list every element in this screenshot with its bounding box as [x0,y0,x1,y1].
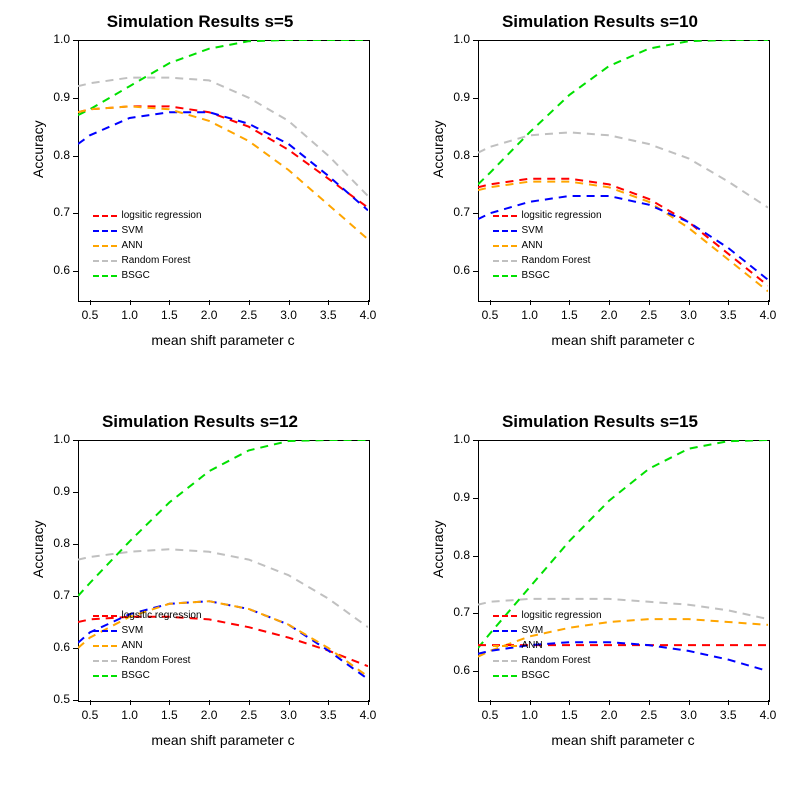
legend-swatch [93,615,117,617]
legend-swatch [93,275,117,277]
series-line [78,112,368,210]
figure-root: Simulation Results s=5Accuracymean shift… [0,0,800,800]
legend: logsitic regressionSVMANNRandom ForestBS… [493,209,602,284]
legend-swatch [93,645,117,647]
legend-label: ANN [122,639,143,653]
series-line [478,40,768,184]
legend-swatch [493,660,517,662]
panel-s5: Simulation Results s=5Accuracymean shift… [20,10,380,370]
legend-item: ANN [493,239,602,253]
legend-swatch [493,645,517,647]
legend-swatch [93,230,117,232]
legend-label: logsitic regression [522,209,602,223]
legend: logsitic regressionSVMANNRandom ForestBS… [493,609,602,684]
legend-item: logsitic regression [93,209,202,223]
legend-label: BSGC [522,269,550,283]
series-svg [420,10,780,370]
panel-s15: Simulation Results s=15Accuracymean shif… [420,410,780,770]
legend-item: logsitic regression [493,609,602,623]
legend-swatch [493,245,517,247]
legend-swatch [93,215,117,217]
legend-swatch [493,630,517,632]
legend-item: Random Forest [93,654,202,668]
legend-item: Random Forest [493,254,602,268]
series-svg [20,410,380,770]
panel-s10: Simulation Results s=10Accuracymean shif… [420,10,780,370]
legend-label: logsitic regression [122,209,202,223]
legend-item: SVM [93,624,202,638]
series-line [78,78,368,196]
legend-label: Random Forest [522,254,591,268]
legend-label: BSGC [122,269,150,283]
legend-label: ANN [522,239,543,253]
legend-swatch [93,660,117,662]
legend-label: SVM [522,224,544,238]
legend-item: ANN [93,239,202,253]
series-line [478,132,768,207]
legend-swatch [493,275,517,277]
series-svg [420,410,780,770]
legend-item: ANN [93,639,202,653]
legend-label: Random Forest [522,654,591,668]
legend-swatch [93,260,117,262]
legend-label: Random Forest [122,254,191,268]
legend-label: BSGC [122,669,150,683]
legend-item: BSGC [93,269,202,283]
legend-swatch [493,230,517,232]
legend-label: logsitic regression [122,609,202,623]
legend-item: SVM [493,624,602,638]
legend-swatch [93,630,117,632]
legend: logsitic regressionSVMANNRandom ForestBS… [93,609,202,684]
legend-label: SVM [122,624,144,638]
legend-item: BSGC [93,669,202,683]
legend-label: ANN [122,239,143,253]
panel-s12: Simulation Results s=12Accuracymean shif… [20,410,380,770]
legend-swatch [93,245,117,247]
legend-swatch [493,615,517,617]
legend-item: BSGC [493,669,602,683]
legend-label: logsitic regression [522,609,602,623]
legend-item: BSGC [493,269,602,283]
legend-label: ANN [522,639,543,653]
legend-swatch [493,215,517,217]
legend-item: SVM [493,224,602,238]
legend-swatch [493,260,517,262]
legend-item: Random Forest [93,254,202,268]
series-svg [20,10,380,370]
series-line [78,440,368,596]
legend-label: BSGC [522,669,550,683]
legend-swatch [493,675,517,677]
legend-item: logsitic regression [93,609,202,623]
legend-swatch [93,675,117,677]
legend-label: Random Forest [122,654,191,668]
legend: logsitic regressionSVMANNRandom ForestBS… [93,209,202,284]
legend-label: SVM [122,224,144,238]
legend-item: Random Forest [493,654,602,668]
series-line [78,40,368,115]
legend-item: ANN [493,639,602,653]
legend-label: SVM [522,624,544,638]
legend-item: SVM [93,224,202,238]
legend-item: logsitic regression [493,209,602,223]
